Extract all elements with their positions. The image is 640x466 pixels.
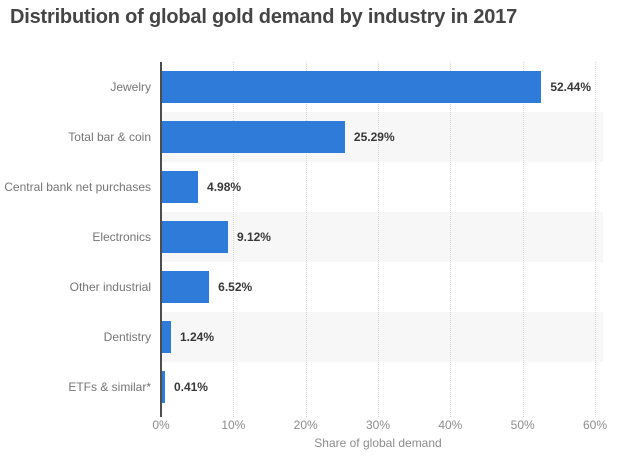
category-label: ETFs & similar*	[68, 380, 151, 394]
gridline	[233, 62, 235, 417]
value-label: 52.44%	[550, 80, 592, 94]
x-tick-label: 50%	[510, 418, 535, 432]
category-label: Jewelry	[110, 80, 151, 94]
value-label: 9.12%	[236, 230, 271, 244]
row-stripe	[161, 312, 603, 362]
y-axis-line	[160, 62, 162, 417]
bar	[162, 221, 228, 253]
category-label: Other industrial	[69, 280, 151, 294]
value-label: 4.98%	[207, 180, 242, 194]
x-tick-label: 0%	[152, 418, 170, 432]
gridline	[595, 62, 596, 417]
category-label: Central bank net purchases	[4, 180, 151, 194]
x-tick-label: 60%	[582, 418, 608, 432]
x-axis-title: Share of global demand	[314, 436, 442, 450]
gridline	[305, 62, 307, 417]
x-tick-label: 30%	[365, 418, 391, 432]
x-tick-label: 10%	[221, 418, 246, 432]
value-label: 1.24%	[179, 330, 214, 344]
gridline	[450, 62, 452, 417]
category-label: Electronics	[92, 230, 151, 244]
bar	[162, 71, 542, 103]
gridline	[522, 62, 524, 417]
value-label: 6.52%	[218, 280, 253, 294]
row-stripe	[161, 212, 603, 262]
bar	[162, 321, 171, 353]
bar	[162, 271, 210, 303]
bar	[162, 371, 165, 403]
gridline	[378, 62, 379, 417]
value-label: 25.29%	[353, 130, 395, 144]
category-label: Total bar & coin	[68, 130, 151, 144]
chart-title: Distribution of global gold demand by in…	[10, 6, 518, 28]
x-tick-label: 20%	[293, 418, 318, 432]
bar	[162, 121, 345, 153]
bar	[162, 171, 199, 203]
category-label: Dentistry	[103, 330, 151, 344]
value-label: 0.41%	[173, 380, 208, 394]
x-tick-label: 40%	[438, 418, 463, 432]
